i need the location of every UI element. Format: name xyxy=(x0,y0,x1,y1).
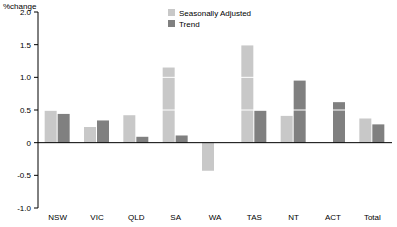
y-tick-label: 0.5 xyxy=(20,106,32,115)
y-tick-label: -1.0 xyxy=(17,204,31,213)
zero-line xyxy=(38,142,392,143)
bar xyxy=(45,111,57,143)
y-tick xyxy=(34,142,38,143)
y-tick xyxy=(34,77,38,78)
y-tick xyxy=(34,110,38,111)
bar xyxy=(254,111,266,143)
bar xyxy=(123,115,135,142)
y-tick xyxy=(34,208,38,209)
x-tick-label: NSW xyxy=(48,213,67,222)
x-tick-label: Total xyxy=(364,213,381,222)
legend-label: Trend xyxy=(179,20,200,29)
bar xyxy=(84,127,96,143)
y-tick xyxy=(34,44,38,45)
y-tick xyxy=(34,12,38,13)
legend-label: Seasonally Adjusted xyxy=(179,9,251,18)
bars xyxy=(45,45,385,170)
chart: %change-1.0-0.500.51.01.52.0NSWVICQLDSAW… xyxy=(0,0,397,227)
grid-line xyxy=(39,110,392,111)
bar xyxy=(176,135,188,142)
x-tick-label: QLD xyxy=(128,213,145,222)
bar xyxy=(281,116,293,143)
legend: Seasonally Adjusted Trend xyxy=(168,9,251,29)
bar xyxy=(241,45,253,142)
grid-line xyxy=(39,44,392,45)
y-tick-label: 2.0 xyxy=(20,8,32,17)
bar xyxy=(136,137,148,143)
x-tick-label: NT xyxy=(288,213,299,222)
bar xyxy=(202,143,214,171)
bar xyxy=(97,120,109,142)
grid xyxy=(39,12,392,208)
bar xyxy=(294,81,306,143)
x-tick-label: ACT xyxy=(325,213,341,222)
y-axis xyxy=(38,12,39,208)
bar xyxy=(372,124,384,142)
x-tick-label: WA xyxy=(209,213,222,222)
bar xyxy=(333,102,345,143)
y-tick xyxy=(34,175,38,176)
legend-swatch xyxy=(168,9,175,16)
y-tick-label: -0.5 xyxy=(17,171,31,180)
y-tick-label: 0 xyxy=(27,139,32,148)
legend-swatch xyxy=(168,20,175,27)
grid-line xyxy=(39,208,392,209)
y-tick-label: 1.0 xyxy=(20,73,32,82)
x-tick-label: TAS xyxy=(247,213,262,222)
x-tick-label: SA xyxy=(170,213,181,222)
bar xyxy=(58,114,70,143)
x-tick-label: VIC xyxy=(90,213,104,222)
bar xyxy=(359,118,371,142)
bar xyxy=(163,68,175,143)
grid-line xyxy=(39,175,392,176)
grid-line xyxy=(39,77,392,78)
y-tick-label: 1.5 xyxy=(20,41,32,50)
